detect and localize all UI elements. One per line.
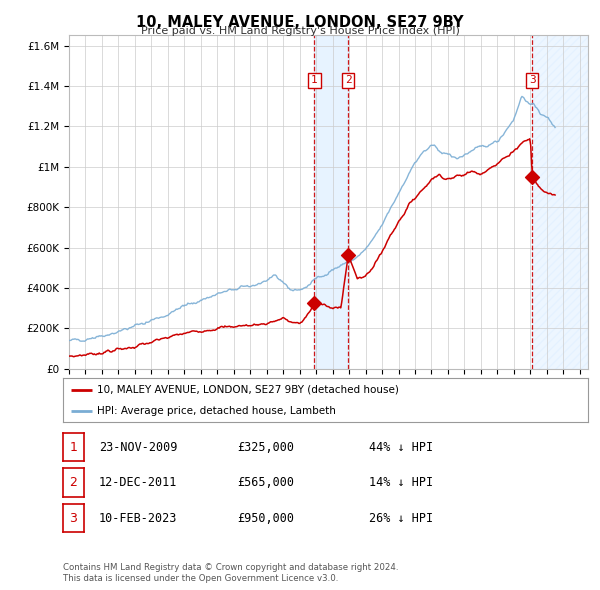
- Bar: [314, 35, 348, 369]
- Text: £565,000: £565,000: [237, 476, 294, 489]
- Text: 2: 2: [70, 476, 77, 489]
- Text: 10, MALEY AVENUE, LONDON, SE27 9BY (detached house): 10, MALEY AVENUE, LONDON, SE27 9BY (deta…: [97, 385, 399, 395]
- Text: This data is licensed under the Open Government Licence v3.0.: This data is licensed under the Open Gov…: [63, 574, 338, 583]
- Bar: [532, 35, 588, 369]
- Text: HPI: Average price, detached house, Lambeth: HPI: Average price, detached house, Lamb…: [97, 406, 336, 416]
- Text: 2: 2: [345, 76, 352, 86]
- Text: 26% ↓ HPI: 26% ↓ HPI: [369, 512, 433, 525]
- Point: [310, 299, 319, 308]
- Text: 44% ↓ HPI: 44% ↓ HPI: [369, 441, 433, 454]
- Point: [343, 250, 353, 260]
- Text: £325,000: £325,000: [237, 441, 294, 454]
- Text: 14% ↓ HPI: 14% ↓ HPI: [369, 476, 433, 489]
- Text: 1: 1: [311, 76, 318, 86]
- Text: Price paid vs. HM Land Registry's House Price Index (HPI): Price paid vs. HM Land Registry's House …: [140, 26, 460, 36]
- Text: £950,000: £950,000: [237, 512, 294, 525]
- Text: 10-FEB-2023: 10-FEB-2023: [99, 512, 178, 525]
- Text: Contains HM Land Registry data © Crown copyright and database right 2024.: Contains HM Land Registry data © Crown c…: [63, 563, 398, 572]
- Text: 12-DEC-2011: 12-DEC-2011: [99, 476, 178, 489]
- Text: 23-NOV-2009: 23-NOV-2009: [99, 441, 178, 454]
- Text: 10, MALEY AVENUE, LONDON, SE27 9BY: 10, MALEY AVENUE, LONDON, SE27 9BY: [136, 15, 464, 30]
- Text: 3: 3: [529, 76, 536, 86]
- Point: [527, 172, 537, 182]
- Text: 1: 1: [70, 441, 77, 454]
- Text: 3: 3: [70, 512, 77, 525]
